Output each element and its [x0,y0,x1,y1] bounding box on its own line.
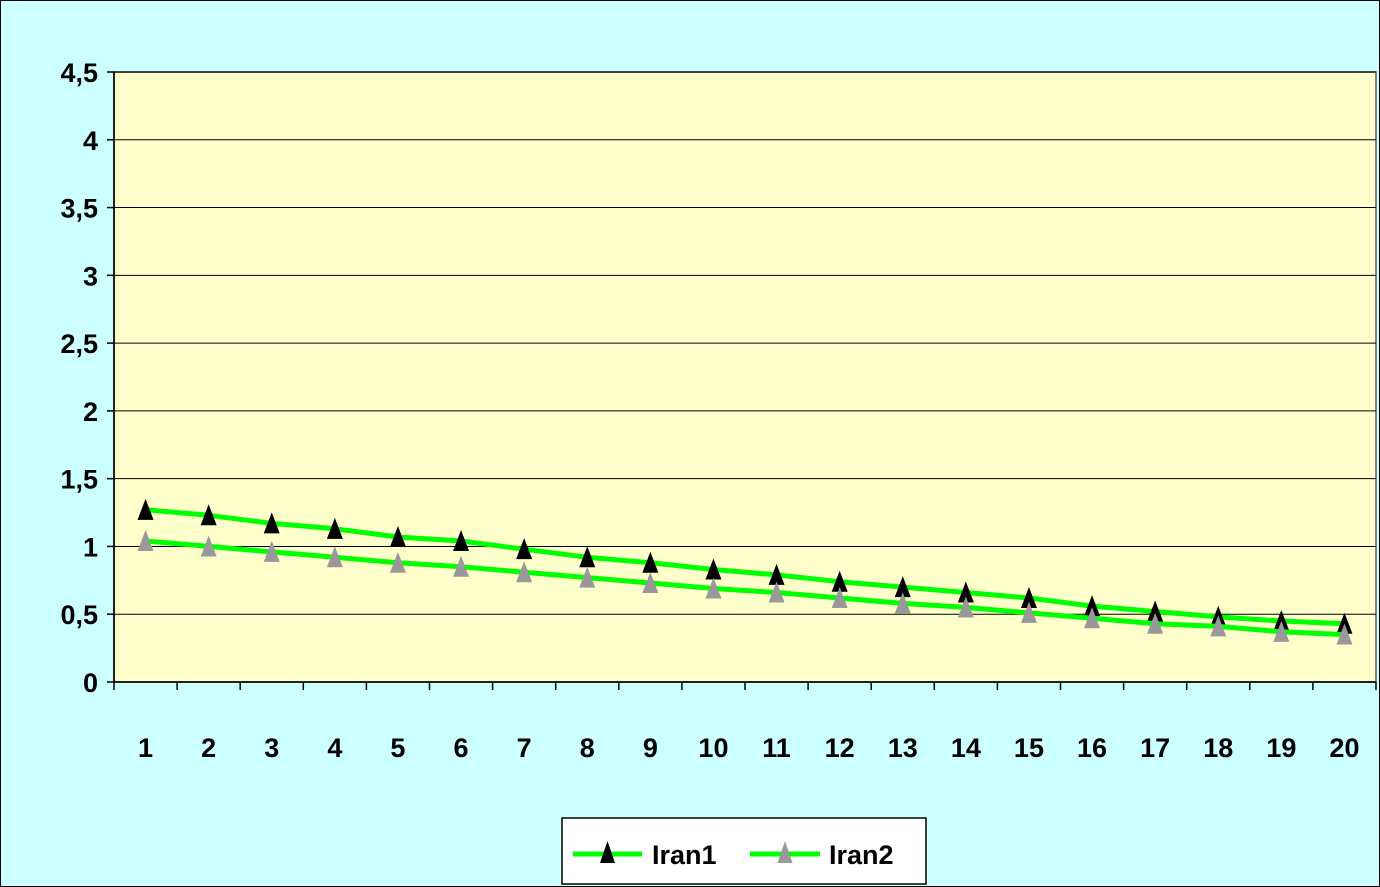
data-point-iran1 [516,538,533,560]
data-point-iran1 [579,546,596,568]
data-point-iran2 [642,572,659,594]
y-tick-label: 4 [83,126,98,156]
y-tick-label: 2 [83,397,98,427]
data-point-iran1 [894,576,911,598]
legend-label-iran1: Iran1 [652,840,717,870]
x-tick-label: 19 [1266,733,1296,763]
data-point-iran1 [326,517,343,539]
x-tick-label: 13 [888,733,918,763]
x-tick-label: 14 [951,733,981,763]
x-tick-label: 5 [390,733,405,763]
x-tick-label: 18 [1203,733,1233,763]
data-point-iran1 [1336,612,1353,634]
x-tick-label: 17 [1140,733,1170,763]
axes: 00,511,522,533,544,51 2 3 4 5 6 7 8 9 10 11 12 13 14 1… [60,58,1377,763]
x-tick-label: 16 [1077,733,1107,763]
x-tick-label: 6 [454,733,469,763]
legend-marker-iran1 [600,841,615,863]
data-point-iran2 [200,535,217,557]
x-tick-label: 15 [1014,733,1044,763]
data-point-iran2 [263,540,280,562]
x-tick-label: 10 [698,733,728,763]
x-tick-label: 20 [1329,733,1359,763]
y-tick-label: 1,5 [60,465,98,495]
y-tick-label: 0 [83,668,98,698]
x-tick-label: 8 [580,733,595,763]
data-point-iran1 [642,551,659,573]
x-tick-label: 1 [138,733,153,763]
legend-marker-iran2 [777,841,793,863]
data-point-iran1 [705,558,722,580]
data-point-iran2 [1336,623,1353,645]
data-point-iran2 [453,555,470,577]
y-tick-label: 0,5 [60,600,98,630]
data-point-iran1 [768,563,785,585]
data-point-iran2 [831,586,848,608]
data-point-iran2 [137,530,154,552]
data-point-iran1 [957,581,974,603]
x-tick-label: 11 [762,733,791,763]
data-point-iran1 [1020,586,1037,608]
legend-label-iran2: Iran2 [829,840,894,870]
plot-area [113,71,1377,683]
data-point-iran2 [389,551,406,573]
x-tick-label: 7 [517,733,532,763]
data-point-iran1 [263,512,280,534]
data-point-iran2 [768,581,785,603]
x-tick-label: 12 [825,733,855,763]
x-tick-label: 2 [201,733,216,763]
y-tick-label: 2,5 [60,329,98,359]
y-tick-label: 1 [83,532,98,562]
data-point-iran2 [579,566,596,588]
x-tick-label: 4 [327,733,342,763]
data-point-iran2 [1210,615,1227,637]
data-point-iran2 [957,596,974,618]
data-point-iran1 [831,570,848,592]
data-point-iran2 [1020,601,1037,623]
data-point-iran1 [137,498,154,520]
data-point-iran1 [1273,610,1290,631]
gridlines [114,71,1376,615]
series-layer [137,498,1353,645]
data-point-iran2 [1273,620,1290,642]
data-point-iran1 [1147,600,1164,622]
data-point-iran2 [516,561,533,583]
y-tick-label: 3 [83,261,98,291]
data-point-iran1 [1084,595,1101,617]
data-point-iran2 [1147,612,1164,634]
data-point-iran2 [1084,607,1101,629]
series-line-iran1 [145,507,1345,627]
data-point-iran2 [326,546,343,568]
data-point-iran2 [894,592,911,614]
data-point-iran1 [200,504,217,526]
legend: Iran1 Iran2 [561,817,927,885]
data-point-iran1 [389,525,406,547]
data-point-iran1 [453,530,470,552]
y-tick-label: 4,5 [60,58,98,88]
x-tick-label: 3 [264,733,279,763]
series-line-iran2 [145,538,1345,638]
data-point-iran2 [705,577,722,599]
legend-box [561,817,927,885]
x-tick-label: 9 [643,733,658,763]
y-tick-label: 3,5 [60,194,98,224]
